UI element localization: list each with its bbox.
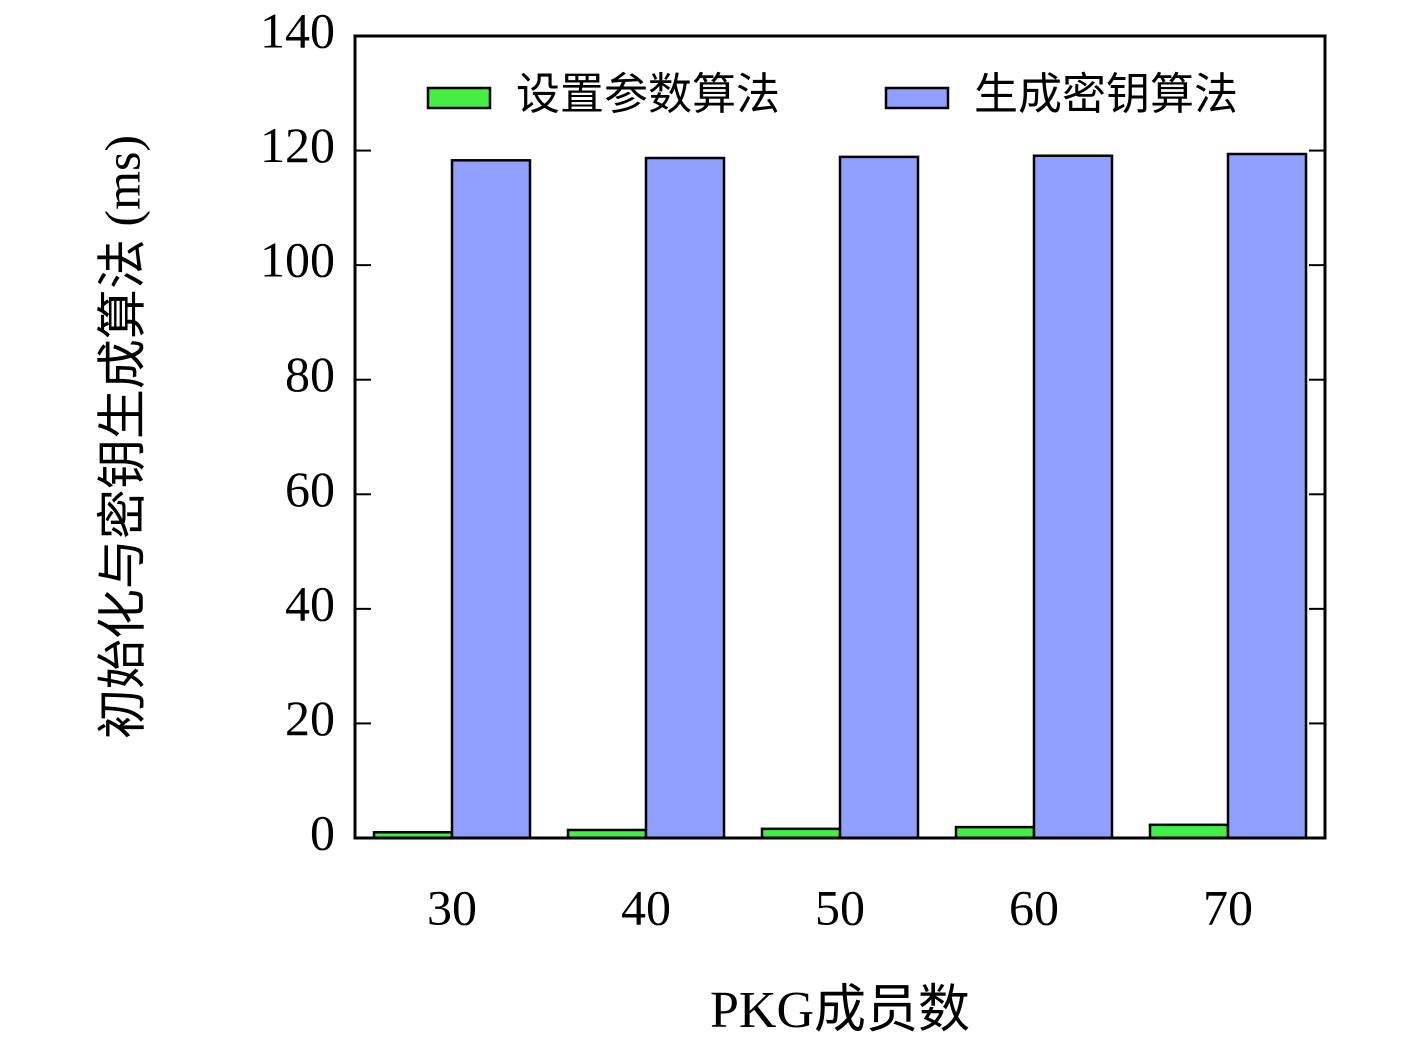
y-tick-label: 120 bbox=[260, 117, 335, 173]
y-tick-label: 100 bbox=[260, 232, 335, 288]
x-tick-label: 30 bbox=[427, 879, 477, 935]
y-axis-title: 初始化与密钥生成算法 (ms) bbox=[94, 135, 150, 739]
x-tick-label: 50 bbox=[815, 879, 865, 935]
legend-label: 设置参数算法 bbox=[516, 70, 780, 119]
bar bbox=[954, 825, 1036, 840]
legend-label: 生成密钥算法 bbox=[974, 70, 1238, 119]
legend-swatch bbox=[426, 86, 492, 110]
y-tick-label: 60 bbox=[285, 461, 335, 517]
y-tick-label: 20 bbox=[285, 690, 335, 746]
y-tick-label: 140 bbox=[260, 2, 335, 58]
x-tick-label: 60 bbox=[1009, 879, 1059, 935]
bar bbox=[450, 159, 532, 840]
bar bbox=[838, 155, 920, 840]
bar bbox=[1226, 152, 1308, 840]
legend-swatch bbox=[884, 86, 950, 110]
y-tick-label: 0 bbox=[310, 804, 335, 860]
plot-frame bbox=[353, 34, 1327, 840]
x-tick-label: 40 bbox=[621, 879, 671, 935]
bar bbox=[1148, 823, 1230, 840]
x-axis-title: PKG成员数 bbox=[710, 982, 970, 1039]
x-tick-label: 70 bbox=[1203, 879, 1253, 935]
bar bbox=[644, 156, 726, 840]
bar bbox=[1032, 154, 1114, 840]
y-tick-label: 40 bbox=[285, 575, 335, 631]
y-tick-label: 80 bbox=[285, 346, 335, 402]
